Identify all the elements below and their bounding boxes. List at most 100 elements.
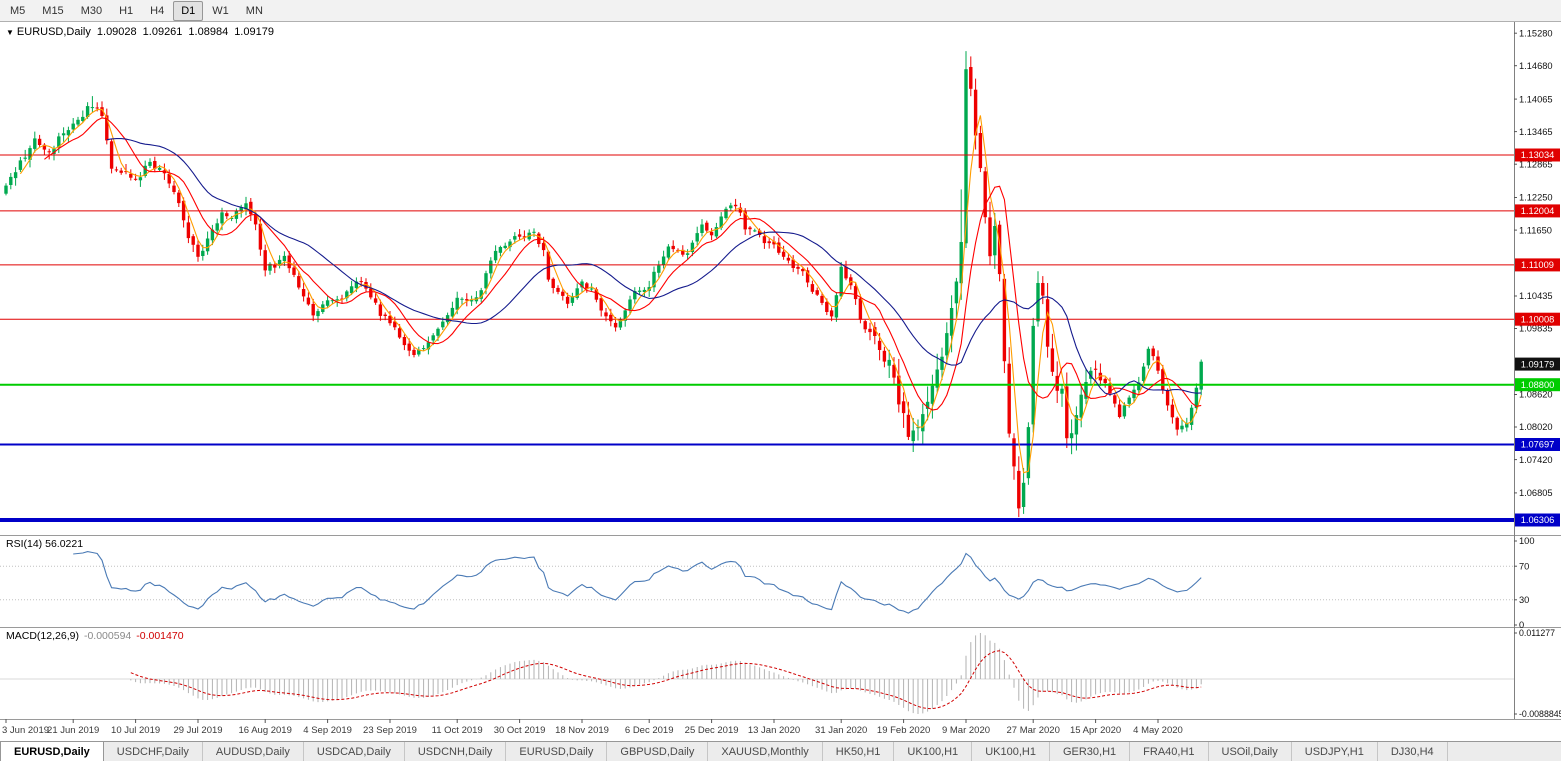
macd-title: MACD(12,26,9) — [6, 630, 79, 642]
svg-text:1.08800: 1.08800 — [1521, 380, 1555, 390]
svg-text:1.11650: 1.11650 — [1519, 225, 1552, 235]
svg-text:1.06805: 1.06805 — [1519, 488, 1553, 498]
chart-tab-hk50-h1-8[interactable]: HK50,H1 — [823, 742, 895, 761]
timeframe-button-d1[interactable]: D1 — [173, 0, 204, 21]
svg-text:1.09179: 1.09179 — [1521, 359, 1555, 369]
price-badge — [1515, 204, 1560, 218]
moving-average-9 — [44, 117, 1202, 411]
chart-tab-dj30-h4-15[interactable]: DJ30,H4 — [1378, 742, 1448, 761]
macd-main-value: -0.000594 — [83, 630, 132, 642]
price-badge — [1515, 378, 1560, 392]
timeframe-button-mn[interactable]: MN — [245, 4, 263, 17]
chart-tab-usdcad-daily-3[interactable]: USDCAD,Daily — [304, 742, 405, 761]
svg-text:1.12250: 1.12250 — [1519, 193, 1553, 203]
price-badge — [1515, 357, 1560, 371]
candlestick-series — [4, 51, 1203, 518]
moving-average-22 — [106, 138, 1202, 396]
timeframe-button-m5[interactable]: M5 — [10, 4, 26, 17]
svg-text:1.09835: 1.09835 — [1519, 324, 1553, 334]
svg-text:11 Oct 2019: 11 Oct 2019 — [432, 725, 483, 736]
svg-text:1.15280: 1.15280 — [1519, 28, 1553, 38]
timeframe-toolbar: M5 M15 M30 H1 H4 D1 W1 MN — [0, 0, 1561, 22]
chart-tab-uk100-h1-10[interactable]: UK100,H1 — [972, 742, 1050, 761]
symbol-dropdown-icon[interactable]: ▼ — [6, 28, 14, 37]
timeframe-button-h1[interactable]: H1 — [119, 4, 134, 17]
moving-average-4 — [19, 108, 1202, 474]
horizontal-levels — [0, 154, 1514, 522]
price-badge — [1515, 312, 1560, 326]
svg-text:1.12004: 1.12004 — [1521, 206, 1555, 216]
chart-canvas[interactable]: 1.15280 1.14680 1.14065 1.13465 1.12865 1.122… — [0, 22, 1561, 741]
svg-text:1.07697: 1.07697 — [1521, 440, 1555, 450]
macd-signal-value: -0.001470 — [136, 630, 184, 642]
svg-text:1.14065: 1.14065 — [1519, 94, 1553, 104]
chart-tab-usoil-daily-13[interactable]: USOil,Daily — [1209, 742, 1292, 761]
svg-text:1.13034: 1.13034 — [1521, 150, 1555, 160]
svg-text:18 Nov 2019: 18 Nov 2019 — [555, 725, 609, 736]
svg-text:16 Aug 2019: 16 Aug 2019 — [239, 725, 292, 736]
price-badge — [1515, 258, 1560, 272]
chart-window: 1.15280 1.14680 1.14065 1.13465 1.12865 1.122… — [0, 22, 1561, 741]
svg-text:21 Jun 2019: 21 Jun 2019 — [47, 725, 99, 736]
chart-tabs-bar: EURUSD,Daily USDCHF,Daily AUDUSD,Daily USDC… — [0, 741, 1561, 761]
chart-header: ▼ EURUSD,Daily 1.09028 1.09261 1.08984 1.0917… — [6, 26, 274, 38]
svg-text:1.06306: 1.06306 — [1521, 515, 1555, 525]
svg-text:1.10435: 1.10435 — [1519, 291, 1553, 301]
chart-tab-audusd-daily-2[interactable]: AUDUSD,Daily — [203, 742, 304, 761]
svg-text:1.13465: 1.13465 — [1519, 127, 1553, 137]
macd-signal-line — [130, 650, 1202, 710]
chart-tab-eurusd-daily-5[interactable]: EURUSD,Daily — [506, 742, 608, 761]
rsi-title: RSI(14) — [6, 538, 43, 550]
ohlc-close: 1.09179 — [234, 26, 274, 38]
svg-text:3 Jun 2019: 3 Jun 2019 — [2, 725, 49, 736]
svg-text:25 Dec 2019: 25 Dec 2019 — [685, 725, 739, 736]
chart-tab-fra40-h1-12[interactable]: FRA40,H1 — [1130, 742, 1209, 761]
svg-text:31 Jan 2020: 31 Jan 2020 — [815, 725, 867, 736]
chart-tab-uk100-h1-9[interactable]: UK100,H1 — [894, 742, 973, 761]
svg-text:70: 70 — [1519, 561, 1529, 571]
svg-text:15 Apr 2020: 15 Apr 2020 — [1070, 725, 1121, 736]
chart-tab-eurusd-daily-0[interactable]: EURUSD,Daily — [0, 742, 104, 761]
ohlc-high: 1.09261 — [142, 26, 183, 38]
svg-text:100: 100 — [1519, 536, 1535, 546]
chart-tab-gbpusd-daily-6[interactable]: GBPUSD,Daily — [607, 742, 709, 761]
chart-tab-ger30-h1-11[interactable]: GER30,H1 — [1050, 742, 1131, 761]
svg-text:4 Sep 2019: 4 Sep 2019 — [303, 725, 352, 736]
timeframe-button-w1[interactable]: W1 — [212, 4, 229, 17]
svg-text:23 Sep 2019: 23 Sep 2019 — [363, 725, 417, 736]
svg-text:1.12865: 1.12865 — [1519, 159, 1553, 169]
svg-text:0: 0 — [1519, 620, 1524, 630]
ohlc-open: 1.09028 — [96, 26, 137, 38]
svg-text:0.011277: 0.011277 — [1519, 628, 1555, 638]
rsi-indicator-label: RSI(14) 56.0221 — [6, 538, 83, 550]
macd-histogram — [130, 633, 1202, 714]
timeframe-button-m30[interactable]: M30 — [80, 4, 103, 17]
svg-text:10 Jul 2019: 10 Jul 2019 — [111, 725, 160, 736]
svg-text:30: 30 — [1519, 595, 1529, 605]
price-axis: 1.15280 1.14680 1.14065 1.13465 1.12865 1.122… — [1514, 28, 1561, 719]
svg-text:1.08020: 1.08020 — [1519, 422, 1553, 432]
rsi-line — [73, 551, 1202, 614]
svg-text:13 Jan 2020: 13 Jan 2020 — [748, 725, 800, 736]
timeframe-button-m15[interactable]: M15 — [42, 4, 64, 17]
chart-tab-usdjpy-h1-14[interactable]: USDJPY,H1 — [1292, 742, 1378, 761]
chart-tab-usdcnh-daily-4[interactable]: USDCNH,Daily — [405, 742, 507, 761]
svg-text:29 Jul 2019: 29 Jul 2019 — [173, 725, 222, 736]
ohlc-low: 1.08984 — [188, 26, 229, 38]
svg-text:4 May 2020: 4 May 2020 — [1133, 725, 1183, 736]
svg-text:30 Oct 2019: 30 Oct 2019 — [494, 725, 546, 736]
chart-tab-usdchf-daily-1[interactable]: USDCHF,Daily — [104, 742, 203, 761]
price-badge — [1515, 513, 1560, 527]
macd-indicator-label: MACD(12,26,9) -0.000594 -0.001470 — [6, 630, 184, 642]
chart-symbol-label: EURUSD,Daily — [16, 26, 91, 38]
price-badge — [1515, 148, 1560, 162]
timeframe-button-h4[interactable]: H4 — [150, 4, 165, 17]
chart-tab-xauusd-monthly-7[interactable]: XAUUSD,Monthly — [708, 742, 823, 761]
svg-text:1.14680: 1.14680 — [1519, 61, 1553, 71]
svg-text:1.11009: 1.11009 — [1521, 260, 1554, 270]
svg-text:1.07420: 1.07420 — [1519, 455, 1553, 465]
svg-text:1.10008: 1.10008 — [1521, 314, 1555, 324]
svg-text:6 Dec 2019: 6 Dec 2019 — [625, 725, 674, 736]
svg-text:-0.0088845: -0.0088845 — [1519, 709, 1561, 719]
